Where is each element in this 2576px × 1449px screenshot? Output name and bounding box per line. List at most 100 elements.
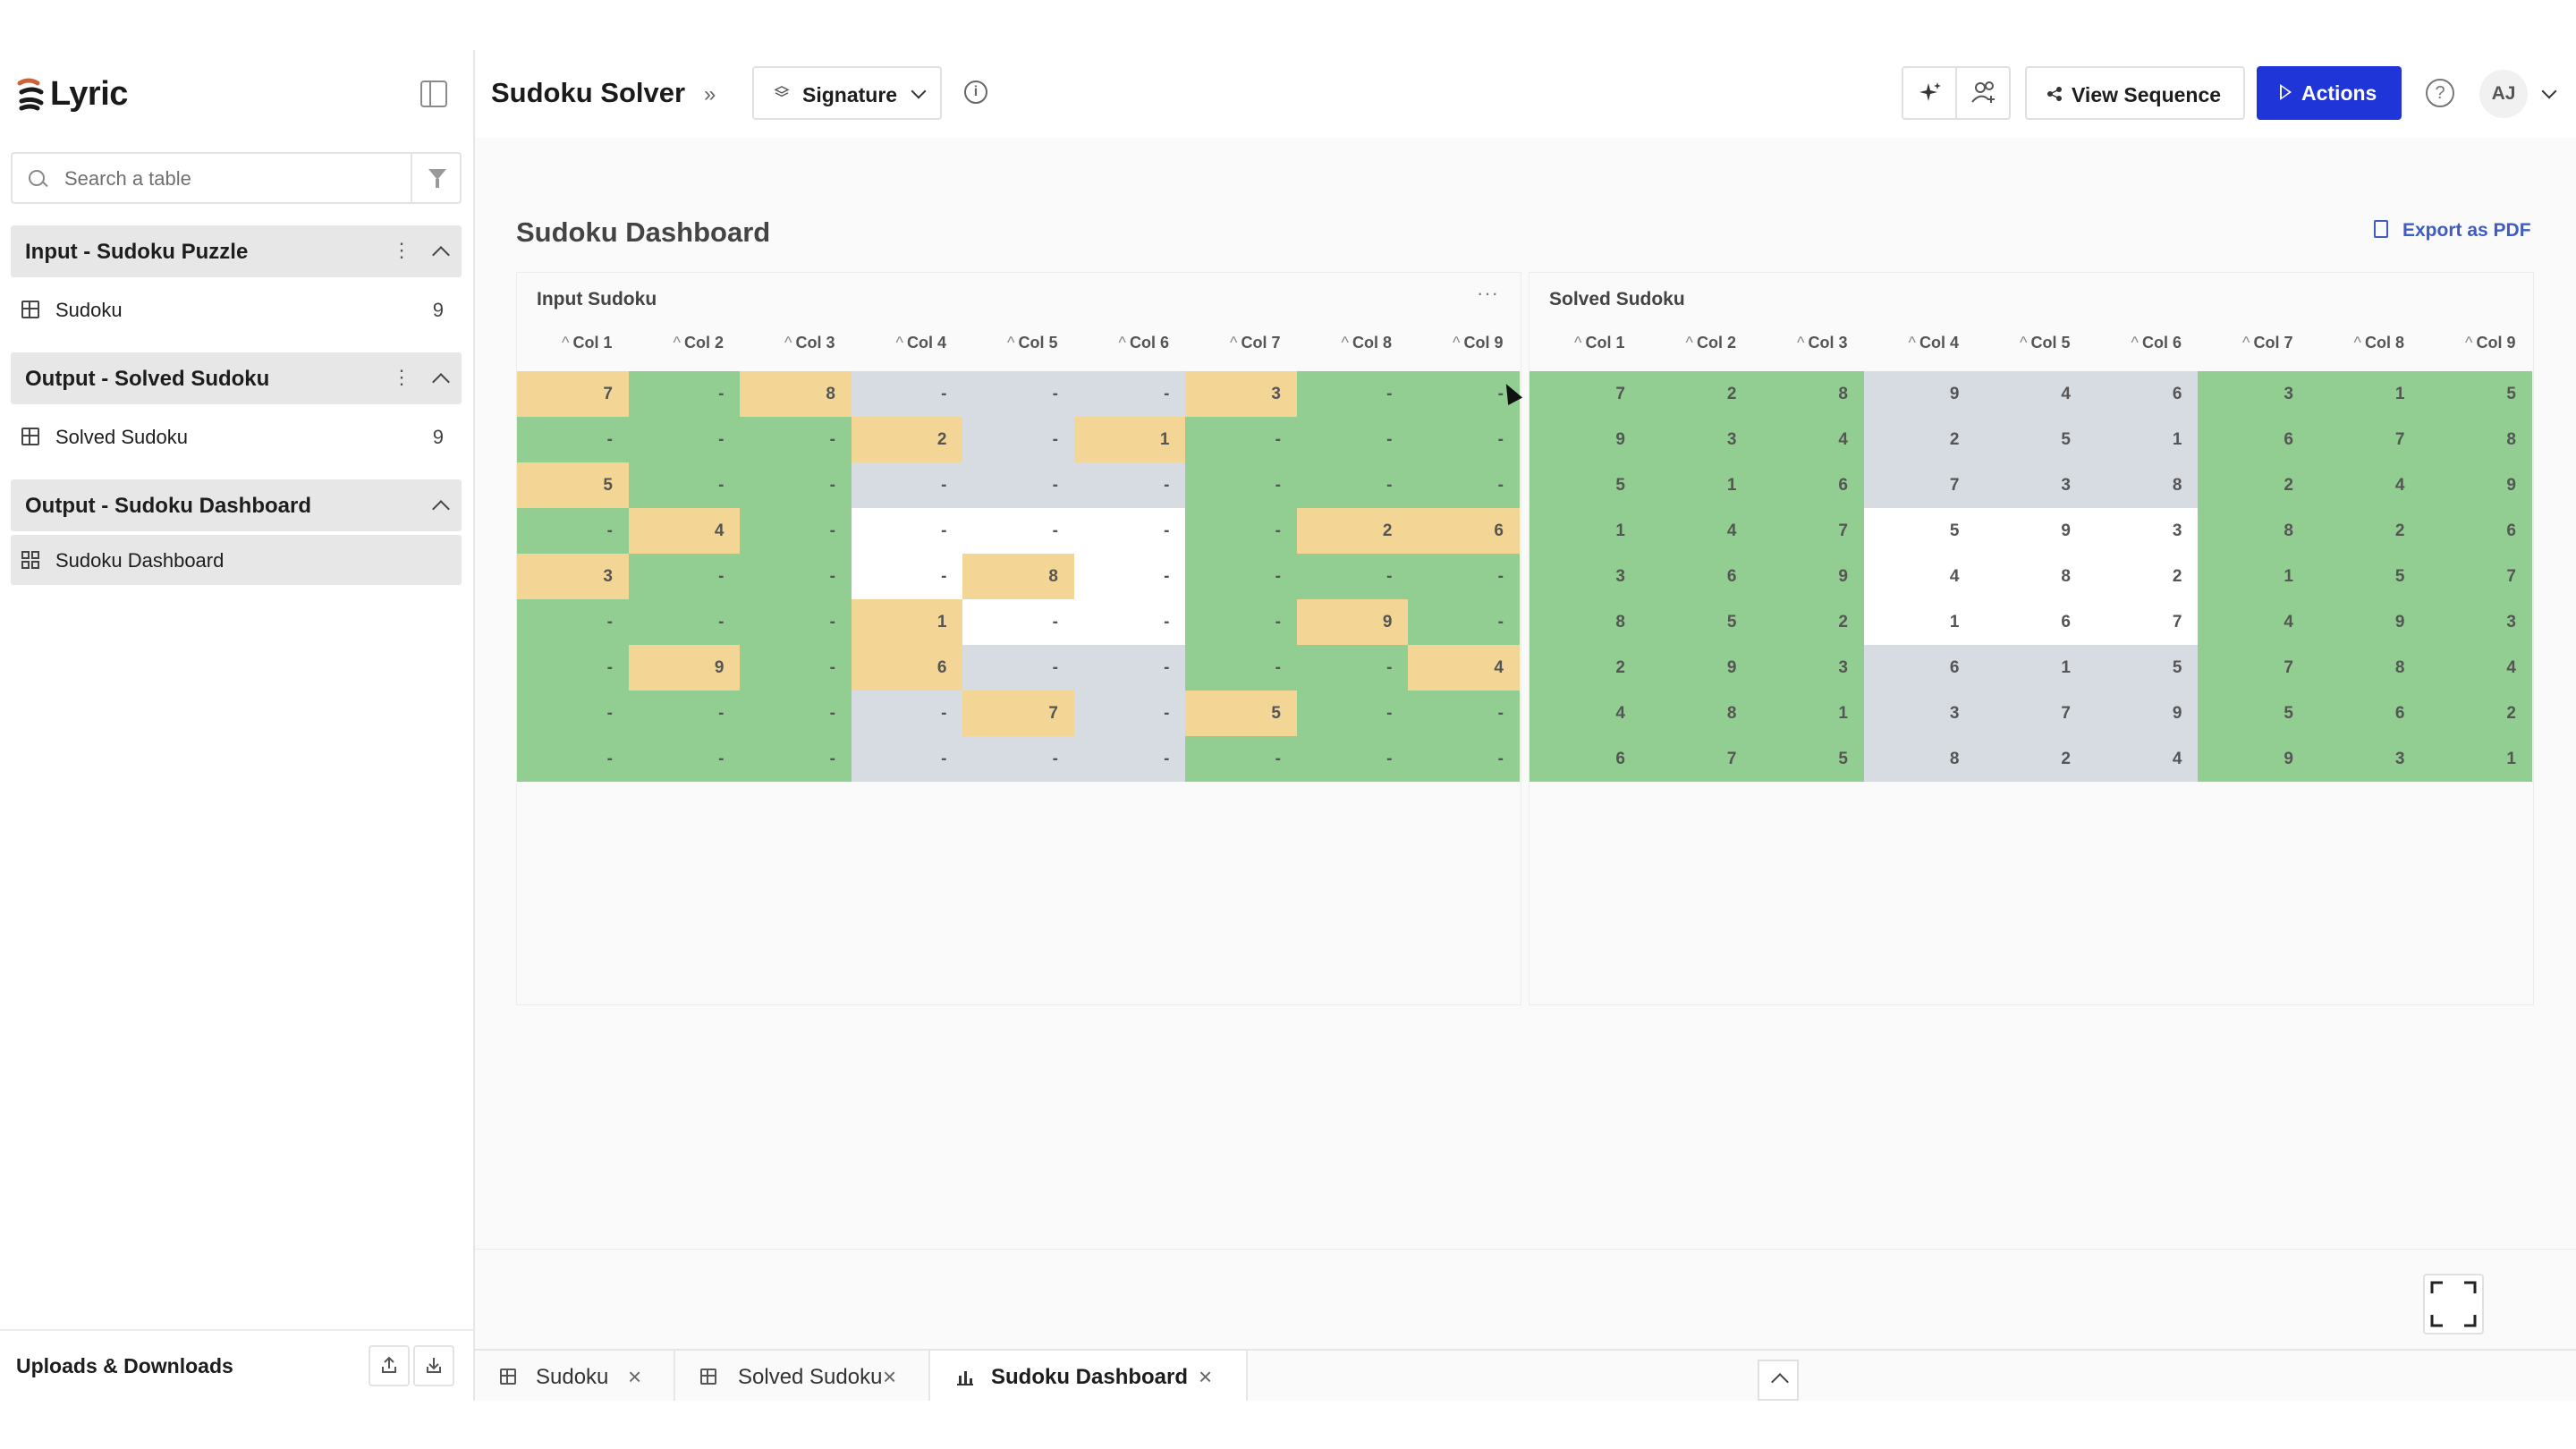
sudoku-cell: - xyxy=(1408,462,1520,508)
close-icon[interactable]: × xyxy=(883,1363,897,1390)
upload-button[interactable] xyxy=(369,1345,410,1386)
sidebar-item-solved-sudoku[interactable]: Solved Sudoku 9 xyxy=(11,411,462,462)
info-icon[interactable]: i xyxy=(964,80,987,104)
sidebar-item-sudoku-dashboard[interactable]: Sudoku Dashboard xyxy=(11,535,462,585)
users-icon xyxy=(1971,81,1995,103)
sudoku-cell: - xyxy=(962,417,1074,462)
sudoku-cell: 6 xyxy=(1408,508,1520,554)
sudoku-cell: 6 xyxy=(1640,554,1753,599)
column-header[interactable]: ^ Col 4 xyxy=(852,334,946,355)
column-header[interactable]: ^ Col 7 xyxy=(1185,334,1280,355)
column-header[interactable]: ^ Col 4 xyxy=(1864,334,1959,355)
sudoku-cell: - xyxy=(1296,371,1409,417)
download-icon xyxy=(427,1358,441,1373)
avatar[interactable]: AJ xyxy=(2479,70,2528,118)
column-header-label: Col 6 xyxy=(1129,334,1169,352)
sidebar-item-sudoku[interactable]: Sudoku 9 xyxy=(11,284,462,335)
search-input[interactable] xyxy=(63,163,406,195)
sudoku-cell: 7 xyxy=(2198,645,2309,691)
sudoku-cell: 2 xyxy=(1530,645,1641,691)
sparkle-icon xyxy=(1919,82,1941,101)
sudoku-cell: 1 xyxy=(1863,599,1976,645)
sudoku-cell: 3 xyxy=(1530,554,1641,599)
close-icon[interactable]: × xyxy=(628,1363,642,1390)
share-users-button[interactable] xyxy=(1955,66,2011,120)
export-pdf-link[interactable]: Export as PDF xyxy=(2402,220,2531,241)
more-options-icon[interactable]: ··· xyxy=(1477,282,1499,304)
sudoku-cell: 5 xyxy=(2420,371,2532,417)
lyric-logo[interactable]: Lyric xyxy=(16,75,128,114)
double-chevron-right-icon[interactable]: » xyxy=(704,82,716,106)
close-icon[interactable]: × xyxy=(1199,1363,1213,1390)
chevron-up-icon[interactable] xyxy=(432,373,450,391)
column-header[interactable]: ^ Col 9 xyxy=(2420,334,2516,355)
sudoku-cell: 3 xyxy=(1863,691,1976,736)
sudoku-cell: 9 xyxy=(1975,508,2087,554)
logo-text: Lyric xyxy=(50,75,128,113)
sudoku-cell: 9 xyxy=(628,645,741,691)
sudoku-cell: 6 xyxy=(1975,599,2087,645)
lyric-logo-icon xyxy=(16,78,47,112)
column-header[interactable]: ^ Col 8 xyxy=(1297,334,1392,355)
sudoku-cell: 5 xyxy=(1863,508,1976,554)
sort-icon: ^ xyxy=(1230,334,1238,352)
column-header[interactable]: ^ Col 5 xyxy=(1975,334,2070,355)
sudoku-cell: 8 xyxy=(2086,462,2199,508)
sudoku-cell: - xyxy=(628,554,741,599)
sudoku-cell: 7 xyxy=(2086,599,2199,645)
sudoku-cell: 4 xyxy=(2420,645,2532,691)
view-sequence-button[interactable]: View Sequence xyxy=(2025,66,2245,120)
column-header[interactable]: ^ Col 3 xyxy=(740,334,835,355)
ai-sparkle-button[interactable] xyxy=(1902,66,1957,120)
group-header-output-solved-sudoku[interactable]: Output - Solved Sudoku ⋮ xyxy=(11,352,462,404)
signature-dropdown[interactable]: Signature xyxy=(752,66,942,120)
sudoku-cell: - xyxy=(962,599,1074,645)
expand-tabs-button[interactable] xyxy=(1758,1360,1799,1401)
download-button[interactable] xyxy=(413,1345,454,1386)
account-chevron-down-icon[interactable] xyxy=(2541,83,2557,99)
column-header[interactable]: ^ Col 8 xyxy=(2309,334,2404,355)
sudoku-cell: - xyxy=(740,599,852,645)
sudoku-cell: 4 xyxy=(1408,645,1520,691)
sudoku-cell: 2 xyxy=(1975,736,2087,782)
column-header[interactable]: ^ Col 1 xyxy=(1530,334,1624,355)
bottom-tab-bar: Sudoku × Solved Sudoku × Sudoku Dashboar… xyxy=(475,1349,2576,1402)
column-header[interactable]: ^ Col 2 xyxy=(1641,334,1736,355)
more-options-icon[interactable]: ⋮ xyxy=(392,366,411,388)
fullscreen-button[interactable] xyxy=(2423,1274,2484,1335)
column-header[interactable]: ^ Col 2 xyxy=(629,334,724,355)
group-header-output-sudoku-dashboard[interactable]: Output - Sudoku Dashboard xyxy=(11,479,462,531)
more-options-icon[interactable]: ⋮ xyxy=(392,239,411,261)
column-header[interactable]: ^ Col 6 xyxy=(2087,334,2182,355)
sudoku-cell: - xyxy=(628,691,741,736)
sudoku-cell: - xyxy=(1408,417,1520,462)
chevron-up-icon[interactable] xyxy=(432,246,450,264)
tab-sudoku[interactable]: Sudoku × xyxy=(475,1351,675,1402)
sort-icon: ^ xyxy=(895,334,903,352)
sudoku-cell: - xyxy=(962,645,1074,691)
sudoku-cell: - xyxy=(962,371,1074,417)
column-header[interactable]: ^ Col 9 xyxy=(1408,334,1504,355)
table-icon xyxy=(21,428,39,445)
column-header-label: Col 9 xyxy=(2476,334,2516,352)
group-header-input-sudoku-puzzle[interactable]: Input - Sudoku Puzzle ⋮ xyxy=(11,225,462,277)
filter-button[interactable] xyxy=(411,154,463,202)
chevron-up-icon[interactable] xyxy=(432,500,450,518)
sudoku-cell: 2 xyxy=(1863,417,1976,462)
column-header-label: Col 9 xyxy=(1463,334,1504,352)
sudoku-cell: 4 xyxy=(1975,371,2087,417)
group-title: Input - Sudoku Puzzle xyxy=(25,240,249,264)
column-header[interactable]: ^ Col 7 xyxy=(2198,334,2292,355)
column-header[interactable]: ^ Col 6 xyxy=(1074,334,1169,355)
tab-solved-sudoku[interactable]: Solved Sudoku × xyxy=(675,1351,930,1402)
column-header[interactable]: ^ Col 1 xyxy=(517,334,612,355)
sudoku-cell: 8 xyxy=(1752,371,1864,417)
column-header-label: Col 3 xyxy=(795,334,835,352)
column-header[interactable]: ^ Col 3 xyxy=(1752,334,1847,355)
tab-sudoku-dashboard[interactable]: Sudoku Dashboard × xyxy=(930,1351,1248,1402)
actions-button[interactable]: Actions xyxy=(2257,66,2402,120)
help-icon[interactable]: ? xyxy=(2426,79,2454,107)
column-header[interactable]: ^ Col 5 xyxy=(962,334,1057,355)
collapse-sidebar-button[interactable] xyxy=(420,80,447,107)
sudoku-cell: 4 xyxy=(1640,508,1753,554)
